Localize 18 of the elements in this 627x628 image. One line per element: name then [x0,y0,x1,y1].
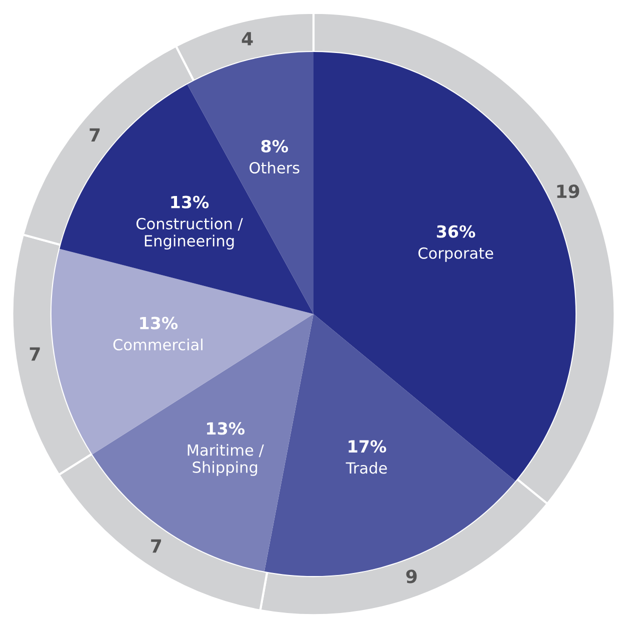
data-label: 19 [557,184,580,198]
data-label: 13% [171,196,209,208]
slice-label: Commercial [113,338,202,350]
data-label: 8% [261,140,288,152]
data-label: 13% [207,422,245,435]
slice-label: Trade [346,462,387,474]
data-label: 7 [90,128,100,142]
slice-label: Construction / Engineering [136,218,243,250]
data-label: 17% [348,440,386,453]
slice-label: Others [250,162,300,174]
data-label: 4 [242,32,253,46]
data-label: 7 [151,539,162,553]
data-label: 13% [140,316,178,330]
slice-label: Maritime / Shipping [188,444,264,476]
data-label: 7 [30,347,40,361]
data-label: 36% [436,225,476,238]
data-label: 9 [406,570,417,584]
slice-label: Corporate [418,247,494,262]
